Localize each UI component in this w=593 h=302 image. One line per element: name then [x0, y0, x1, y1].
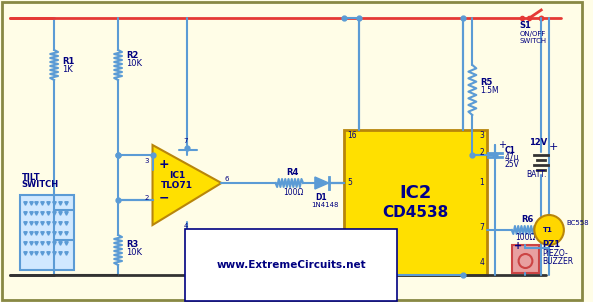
- Text: PIEZO-: PIEZO-: [542, 249, 568, 258]
- Text: 8: 8: [347, 258, 352, 267]
- Text: 10K: 10K: [126, 248, 142, 257]
- Text: TILT: TILT: [22, 173, 40, 182]
- Text: R4: R4: [286, 168, 299, 177]
- Text: 6: 6: [224, 176, 229, 182]
- Text: 1: 1: [479, 178, 484, 187]
- Text: 25V: 25V: [505, 160, 519, 169]
- FancyBboxPatch shape: [20, 195, 74, 270]
- Text: PZ1: PZ1: [542, 240, 560, 249]
- Text: T1: T1: [543, 227, 553, 233]
- FancyBboxPatch shape: [2, 2, 582, 300]
- Text: 7: 7: [184, 138, 188, 144]
- Text: 4: 4: [479, 258, 484, 267]
- Text: IC2: IC2: [400, 184, 432, 201]
- Text: 100Ω: 100Ω: [516, 233, 536, 242]
- FancyBboxPatch shape: [345, 130, 487, 275]
- Text: ON/OFF: ON/OFF: [519, 31, 546, 37]
- Text: R1: R1: [62, 57, 74, 66]
- Text: +: +: [514, 241, 522, 251]
- Text: 4: 4: [184, 223, 188, 229]
- Text: R6: R6: [522, 215, 534, 224]
- Text: 100Ω: 100Ω: [283, 188, 304, 197]
- Text: 3: 3: [479, 131, 484, 140]
- Text: R2: R2: [126, 51, 138, 60]
- Text: 3: 3: [144, 158, 149, 164]
- FancyBboxPatch shape: [512, 245, 539, 273]
- Circle shape: [534, 215, 564, 245]
- Text: 7: 7: [479, 223, 484, 232]
- Text: BATT.: BATT.: [527, 170, 547, 179]
- Text: 5: 5: [347, 178, 352, 187]
- Text: −: −: [158, 192, 169, 205]
- Text: 1.5M: 1.5M: [480, 86, 499, 95]
- Text: SWITCH: SWITCH: [519, 38, 547, 44]
- Text: 16: 16: [347, 131, 357, 140]
- Text: 12V: 12V: [530, 138, 548, 147]
- Text: BUZZER: BUZZER: [542, 257, 573, 266]
- Text: 1K: 1K: [62, 66, 73, 75]
- Text: S1: S1: [519, 21, 531, 30]
- Text: www.ExtremeCircuits.net: www.ExtremeCircuits.net: [216, 260, 366, 270]
- Text: CD4538: CD4538: [382, 205, 449, 220]
- Text: 10K: 10K: [126, 59, 142, 68]
- Polygon shape: [152, 145, 221, 225]
- Text: C1: C1: [505, 146, 516, 155]
- Text: +: +: [498, 140, 506, 150]
- Text: TLO71: TLO71: [161, 181, 193, 190]
- Text: D1: D1: [315, 193, 327, 202]
- Text: R5: R5: [480, 78, 493, 87]
- Text: 2: 2: [144, 195, 149, 201]
- Text: SWITCH: SWITCH: [22, 180, 59, 189]
- Text: +: +: [158, 158, 169, 171]
- Text: R3: R3: [126, 240, 138, 249]
- Text: +: +: [549, 142, 559, 152]
- Text: BC558: BC558: [567, 220, 589, 226]
- Text: 47μ: 47μ: [505, 153, 519, 162]
- Text: IC1: IC1: [169, 171, 185, 180]
- Text: 1N4148: 1N4148: [311, 202, 339, 208]
- Polygon shape: [315, 177, 329, 189]
- Text: 2: 2: [479, 148, 484, 157]
